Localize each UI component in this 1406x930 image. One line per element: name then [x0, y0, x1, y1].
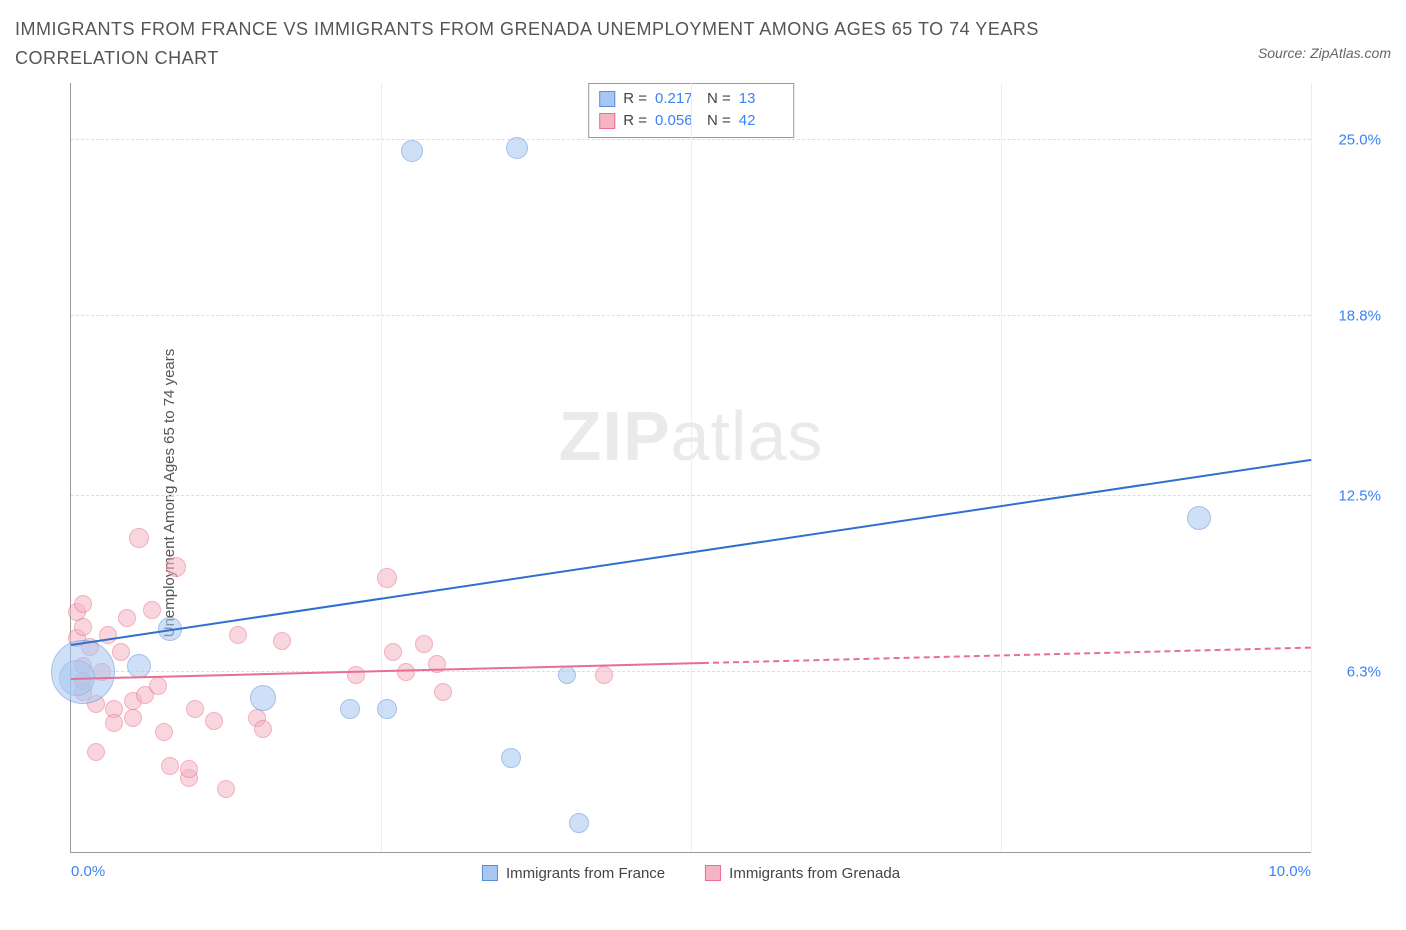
n-value-france: 13: [739, 88, 783, 111]
scatter-point-france: [501, 748, 521, 768]
r-value-grenada: 0.056: [655, 110, 699, 133]
r-label: R =: [623, 110, 647, 133]
scatter-point-grenada: [273, 632, 291, 650]
r-value-france: 0.217: [655, 88, 699, 111]
swatch-france: [482, 865, 498, 881]
scatter-point-grenada: [118, 609, 136, 627]
scatter-point-grenada: [99, 626, 117, 644]
grid-line-vertical: [691, 83, 692, 852]
legend-item-grenada: Immigrants from Grenada: [705, 865, 900, 882]
scatter-point-grenada: [377, 568, 397, 588]
chart-title: IMMIGRANTS FROM FRANCE VS IMMIGRANTS FRO…: [15, 15, 1115, 73]
scatter-point-france: [377, 699, 397, 719]
y-tick-label: 12.5%: [1321, 487, 1381, 504]
scatter-point-grenada: [397, 663, 415, 681]
legend-label-france: Immigrants from France: [506, 865, 665, 882]
scatter-point-grenada: [124, 709, 142, 727]
scatter-point-grenada: [229, 626, 247, 644]
scatter-point-grenada: [155, 723, 173, 741]
x-tick-label: 0.0%: [71, 863, 105, 880]
scatter-point-grenada: [217, 780, 235, 798]
chart-container: Unemployment Among Ages 65 to 74 years Z…: [15, 83, 1391, 903]
scatter-point-france: [127, 654, 151, 678]
scatter-point-grenada: [434, 683, 452, 701]
scatter-point-france: [401, 140, 423, 162]
swatch-grenada: [599, 113, 615, 129]
scatter-point-france: [558, 666, 576, 684]
scatter-point-grenada: [180, 760, 198, 778]
legend-label-grenada: Immigrants from Grenada: [729, 865, 900, 882]
n-value-grenada: 42: [739, 110, 783, 133]
source-label: Source: ZipAtlas.com: [1258, 45, 1391, 61]
scatter-point-grenada: [347, 666, 365, 684]
scatter-point-grenada: [415, 635, 433, 653]
scatter-point-grenada: [143, 601, 161, 619]
scatter-point-france: [250, 685, 276, 711]
scatter-point-france: [506, 137, 528, 159]
scatter-point-grenada: [129, 528, 149, 548]
scatter-point-france: [1187, 506, 1211, 530]
scatter-point-grenada: [205, 712, 223, 730]
scatter-point-grenada: [166, 557, 186, 577]
trend-line-grenada-dashed: [703, 647, 1311, 664]
grid-line-vertical: [1001, 83, 1002, 852]
plot-area: ZIPatlas R = 0.217 N = 13 R = 0.056 N = …: [70, 83, 1311, 853]
grid-line-vertical: [1311, 83, 1312, 852]
y-tick-label: 6.3%: [1321, 664, 1381, 681]
scatter-point-france: [51, 640, 115, 704]
scatter-point-grenada: [74, 595, 92, 613]
scatter-point-grenada: [384, 643, 402, 661]
scatter-point-grenada: [254, 720, 272, 738]
n-label: N =: [707, 110, 731, 133]
n-label: N =: [707, 88, 731, 111]
scatter-point-grenada: [112, 643, 130, 661]
watermark-atlas: atlas: [671, 397, 824, 475]
swatch-france: [599, 91, 615, 107]
r-label: R =: [623, 88, 647, 111]
scatter-point-grenada: [186, 700, 204, 718]
y-tick-label: 25.0%: [1321, 131, 1381, 148]
watermark-zip: ZIP: [559, 397, 671, 475]
bottom-legend: Immigrants from France Immigrants from G…: [482, 865, 900, 882]
scatter-point-france: [569, 813, 589, 833]
x-tick-label: 10.0%: [1268, 863, 1311, 880]
scatter-point-grenada: [149, 677, 167, 695]
scatter-point-france: [340, 699, 360, 719]
y-tick-label: 18.8%: [1321, 308, 1381, 325]
legend-item-france: Immigrants from France: [482, 865, 665, 882]
swatch-grenada: [705, 865, 721, 881]
scatter-point-grenada: [595, 666, 613, 684]
scatter-point-grenada: [74, 618, 92, 636]
scatter-point-grenada: [87, 743, 105, 761]
grid-line-vertical: [381, 83, 382, 852]
scatter-point-grenada: [161, 757, 179, 775]
scatter-point-grenada: [105, 714, 123, 732]
